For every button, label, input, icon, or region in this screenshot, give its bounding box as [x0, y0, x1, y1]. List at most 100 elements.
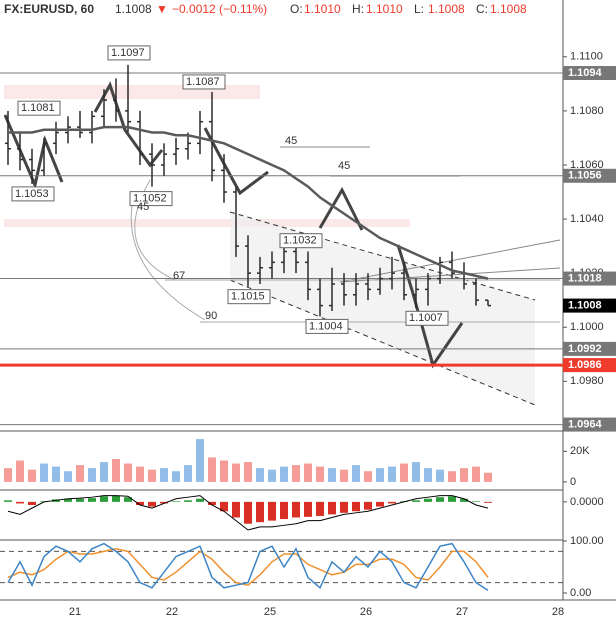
volume-bar	[436, 469, 444, 482]
y-tick-label: 0.00	[570, 587, 591, 599]
last-price: 1.1008	[115, 2, 152, 16]
macd-bar	[136, 501, 144, 505]
x-tick-label: 28	[552, 606, 564, 618]
ohlc-key: O:	[290, 2, 303, 16]
moving-average	[8, 125, 489, 280]
price-note: 1.1015	[231, 291, 265, 303]
macd-bar	[112, 495, 120, 502]
macd-bar	[424, 498, 432, 502]
volume-bar	[136, 466, 144, 482]
volume-bar	[184, 465, 192, 482]
symbol: FX:EURUSD, 60	[4, 2, 94, 16]
volume-bar	[280, 466, 288, 482]
macd-bar	[364, 501, 372, 510]
x-tick-label: 27	[456, 606, 468, 618]
volume-bar	[304, 463, 312, 482]
macd-bar	[208, 501, 216, 505]
volume-bar	[64, 471, 72, 482]
price-note-box	[305, 318, 349, 334]
level-tag	[563, 417, 616, 432]
macd-bar	[304, 501, 312, 517]
zigzag	[396, 244, 464, 369]
price-note: 1.1052	[133, 193, 167, 205]
macd-bar	[148, 501, 156, 507]
x-tick-label: 25	[264, 606, 276, 618]
price-note-box	[279, 233, 323, 249]
fib-label: 45	[137, 201, 149, 213]
level-label: 1.0992	[568, 343, 602, 355]
volume-bar	[268, 469, 276, 482]
volume-bar	[400, 463, 408, 482]
macd-bar	[196, 498, 204, 502]
macd-bar	[64, 498, 72, 502]
volume-bar	[412, 462, 420, 482]
macd-bar	[232, 501, 240, 518]
y-tick-label: 100.00	[570, 535, 604, 547]
price-note: 1.1081	[21, 102, 55, 114]
y-tick-label: 1.1080	[570, 105, 604, 117]
macd-bar	[4, 500, 12, 502]
volume-bar	[124, 463, 132, 482]
macd-bar	[292, 501, 300, 518]
price-note: 1.1097	[111, 47, 145, 59]
fib-arc	[130, 199, 206, 321]
fib-label: 45	[338, 160, 350, 172]
y-tick-label: 1.0980	[570, 375, 604, 387]
price-note: 1.1004	[309, 320, 343, 332]
y-tick-label: 1.1100	[570, 51, 603, 63]
volume-bar	[160, 468, 168, 482]
volume-bar	[16, 460, 24, 482]
volume-bar	[4, 468, 12, 482]
volume-bar	[208, 457, 216, 482]
macd-bar	[16, 501, 24, 504]
volume-bar	[460, 468, 468, 482]
y-tick-label: 0	[570, 476, 576, 488]
level-label: 1.1008	[568, 300, 602, 312]
level-tag	[563, 66, 616, 81]
header: FX:EURUSD, 60 1.1008 ▼ −0.0012 (−0.11%) …	[0, 0, 527, 20]
fib-label: 67	[173, 270, 185, 282]
volume-bar	[28, 469, 36, 482]
macd-bar	[340, 501, 348, 513]
macd-bar	[244, 501, 252, 524]
level-label: 1.0986	[568, 359, 602, 371]
level-label: 1.1018	[568, 272, 602, 284]
macd-bar	[172, 501, 180, 502]
ohlc-key: H:	[352, 2, 364, 16]
volume-bar	[100, 462, 108, 482]
macd-bar	[484, 501, 492, 503]
volume-bar	[40, 463, 48, 482]
y-tick-label: 1.1040	[570, 213, 604, 225]
price-note-box	[17, 100, 61, 116]
macd-bar	[160, 501, 168, 504]
ohlc-value: 1.1010	[304, 2, 341, 16]
ohlc-value: 1.1008	[490, 2, 527, 16]
header-bg	[0, 0, 480, 20]
volume-bar	[484, 472, 492, 482]
macd-line	[7, 495, 489, 531]
y-tick-label: 20K	[570, 445, 590, 457]
level-tag	[563, 168, 616, 183]
trend-line	[339, 239, 561, 283]
macd-bar	[448, 496, 456, 502]
price-note-box	[107, 45, 151, 61]
ohlc-key: C:	[476, 2, 488, 16]
down-arrow: ▼	[156, 2, 168, 16]
volume-bar	[292, 465, 300, 482]
volume-bar	[220, 460, 228, 482]
macd-bar	[124, 497, 132, 502]
macd-bar	[268, 501, 276, 521]
volume-bar	[244, 462, 252, 482]
macd-bar	[388, 501, 396, 504]
volume-bar	[448, 471, 456, 482]
price-note: 1.1007	[409, 312, 443, 324]
level-label: 1.0964	[568, 418, 603, 430]
x-tick-label: 26	[360, 606, 372, 618]
volume-bar	[328, 468, 336, 482]
volume-bar	[316, 466, 324, 482]
macd-bar	[184, 500, 192, 502]
macd-bar	[28, 501, 36, 505]
price-note-box	[11, 186, 55, 202]
volume-bar	[376, 468, 384, 482]
